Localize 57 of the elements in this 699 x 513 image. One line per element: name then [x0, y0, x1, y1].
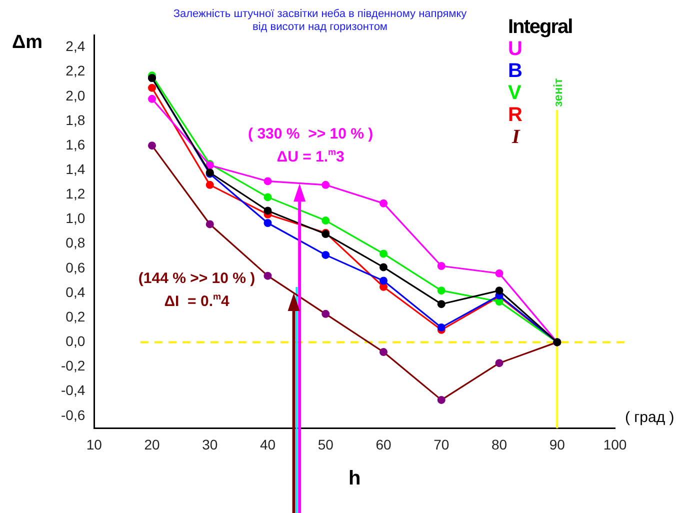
- x-tick-label: 80: [491, 436, 508, 452]
- point: [264, 206, 272, 215]
- point: [380, 263, 388, 272]
- point: [264, 219, 272, 227]
- point: [380, 276, 388, 285]
- y-tick-label: 1,4: [66, 161, 86, 178]
- y-tick-label: -0,6: [61, 406, 86, 423]
- text: B: [508, 60, 522, 82]
- point: [322, 216, 330, 225]
- y-tick-label: 1,0: [66, 210, 86, 226]
- y-tick-label: 0,2: [66, 308, 86, 324]
- x-tick-label: 100: [603, 436, 627, 452]
- point: [322, 250, 330, 259]
- y-tick-label: 0,8: [66, 234, 86, 251]
- x-tick-label: 90: [549, 436, 566, 452]
- point: [264, 193, 272, 202]
- text: U: [508, 38, 524, 60]
- x-tick-label: 60: [376, 436, 392, 452]
- x-tick-label: 10: [86, 436, 102, 452]
- y-tick-label: 2,2: [66, 62, 86, 79]
- y-tick-label: 1,6: [66, 136, 86, 152]
- point: [380, 199, 388, 208]
- ref-line-label: зеніт: [551, 78, 566, 107]
- chart-title: Залежність штучної засвітки неба в південному напрямку від висоти над горизонтом: [172, 8, 468, 34]
- text: I: [510, 126, 522, 148]
- y-tick-label: 1,8: [66, 112, 86, 128]
- x-tick-label: 50: [318, 436, 334, 452]
- point: [322, 180, 330, 189]
- text: ( град ): [625, 409, 674, 426]
- x-tick-label: 30: [202, 436, 218, 452]
- point: [148, 94, 156, 103]
- point: [437, 286, 446, 295]
- x-axis-title: h: [348, 468, 361, 490]
- point: [437, 300, 446, 308]
- point: [495, 286, 504, 295]
- point: [148, 84, 156, 92]
- x-tick-label: 40: [260, 436, 276, 452]
- text: V: [508, 82, 522, 104]
- y-tick-label: 2,0: [66, 87, 86, 104]
- y-tick-label: 0,4: [66, 284, 86, 300]
- y-tick-label: 0,6: [66, 259, 86, 276]
- y-tick-label: -0,2: [61, 358, 86, 374]
- y-axis-title: Δm: [12, 32, 43, 54]
- x-tick-label: 20: [144, 436, 160, 452]
- point: [437, 262, 446, 270]
- point: [206, 180, 214, 189]
- y-tick-label: 1,2: [66, 186, 86, 202]
- y-tick-label: 0,0: [66, 333, 86, 350]
- x-tick-label: 70: [434, 436, 450, 452]
- point: [437, 323, 446, 332]
- point: [264, 177, 272, 186]
- y-tick-label: -0,4: [61, 382, 86, 398]
- text: Integral: [508, 16, 572, 38]
- point: [380, 250, 388, 258]
- point: [495, 269, 504, 278]
- y-tick-label: 2,4: [66, 38, 86, 54]
- text: R: [508, 104, 522, 126]
